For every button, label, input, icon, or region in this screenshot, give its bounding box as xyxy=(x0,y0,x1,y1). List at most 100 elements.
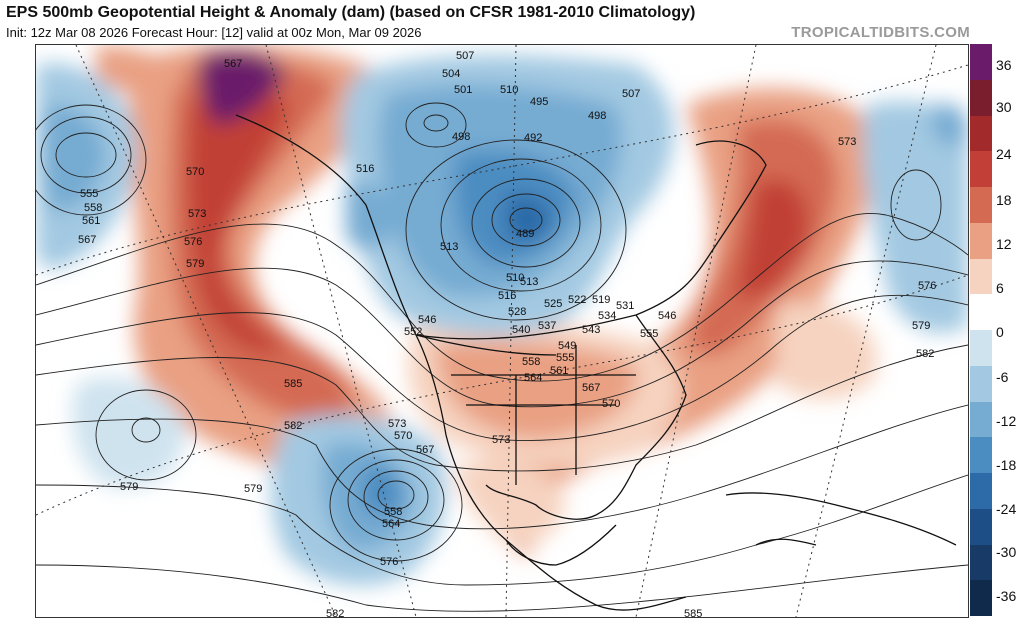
contour-label: 579 xyxy=(244,483,262,495)
colorbar-segment xyxy=(970,330,992,366)
contour-label: 561 xyxy=(82,215,100,227)
contour-label: 558 xyxy=(384,506,402,518)
contour-label: 531 xyxy=(616,300,634,312)
colorbar-segment xyxy=(970,401,992,438)
colorbar-segment xyxy=(970,580,992,616)
contour-label: 567 xyxy=(416,444,434,456)
contour-label: 570 xyxy=(602,398,620,410)
contour-label: 549 xyxy=(558,340,576,352)
colorbar-label: 12 xyxy=(996,236,1012,252)
contour-label: 525 xyxy=(544,298,562,310)
contour-label: 534 xyxy=(598,310,616,322)
colorbar-label: -12 xyxy=(996,413,1017,429)
contour-label: 576 xyxy=(184,236,202,248)
contour-label: 585 xyxy=(684,608,702,617)
latlon-grid xyxy=(36,45,968,617)
colorbar-segment xyxy=(970,44,992,80)
anomaly-map: 567 507 504 501 510 495 498 507 492 498 … xyxy=(35,44,969,618)
colorbar-segment xyxy=(970,79,992,116)
contour-label: 555 xyxy=(80,188,98,200)
contour-label-layer: 567 507 504 501 510 495 498 507 492 498 … xyxy=(78,50,936,617)
colorbar-label: 0 xyxy=(996,324,1004,340)
contour-label: 567 xyxy=(78,234,96,246)
contour-label: 567 xyxy=(224,58,242,70)
colorbar-segment xyxy=(970,115,992,152)
site-credit: TROPICALTIDBITS.COM xyxy=(791,24,970,41)
contour-label: 498 xyxy=(452,131,470,143)
contour-label: 582 xyxy=(326,608,344,617)
colorbar-label: -36 xyxy=(996,588,1017,604)
anomaly-shading xyxy=(36,45,968,586)
contour-label: 513 xyxy=(520,276,538,288)
contour-label: 492 xyxy=(524,132,542,144)
map-title: EPS 500mb Geopotential Height & Anomaly … xyxy=(6,4,696,21)
colorbar-segment xyxy=(970,365,992,402)
contour-label: 489 xyxy=(516,228,534,240)
contour-label: 567 xyxy=(582,382,600,394)
map-canvas: 567 507 504 501 510 495 498 507 492 498 … xyxy=(36,45,968,617)
contour-label: 579 xyxy=(120,481,138,493)
contour-label: 537 xyxy=(538,320,556,332)
contour-label: 579 xyxy=(186,258,204,270)
contour-label: 576 xyxy=(918,280,936,292)
colorbar-segment xyxy=(970,508,992,545)
contour-label: 516 xyxy=(498,290,516,302)
contour-label: 573 xyxy=(188,208,206,220)
contour-label: 498 xyxy=(588,110,606,122)
colorbar-label: 6 xyxy=(996,280,1004,296)
contour-label: 516 xyxy=(356,163,374,175)
map-subtitle: Init: 12z Mar 08 2026 Forecast Hour: [12… xyxy=(6,25,422,40)
colorbar-segment xyxy=(970,473,992,509)
colorbar-segment xyxy=(970,437,992,473)
colorbar-label: 36 xyxy=(996,57,1012,73)
contour-label: 513 xyxy=(440,241,458,253)
contour-label: 564 xyxy=(382,518,400,530)
contour-label: 555 xyxy=(640,328,658,340)
colorbar-label: -18 xyxy=(996,457,1017,473)
contour-label: 558 xyxy=(84,202,102,214)
contour-label: 507 xyxy=(622,88,640,100)
contour-label: 510 xyxy=(506,272,524,284)
colorbar xyxy=(970,44,992,616)
contour-label: 582 xyxy=(284,420,302,432)
contour-label: 528 xyxy=(508,306,526,318)
colorbar-label: 24 xyxy=(996,146,1012,162)
contour-label: 555 xyxy=(556,352,574,364)
contour-label: 507 xyxy=(456,50,474,62)
contour-label: 576 xyxy=(380,556,398,568)
colorbar-label: -6 xyxy=(996,369,1009,385)
colorbar-segment xyxy=(970,151,992,187)
colorbar-segment xyxy=(970,294,992,330)
contour-label: 585 xyxy=(284,378,302,390)
contour-label: 552 xyxy=(404,326,422,338)
contour-label: 522 xyxy=(568,294,586,306)
contour-label: 561 xyxy=(550,365,568,377)
contour-label: 579 xyxy=(912,320,930,332)
contour-label: 570 xyxy=(394,430,412,442)
contour-label: 504 xyxy=(442,68,460,80)
contour-label: 573 xyxy=(492,434,510,446)
contour-label: 573 xyxy=(388,418,406,430)
colorbar-segment xyxy=(970,222,992,259)
colorbar-segment xyxy=(970,544,992,581)
colorbar-segment xyxy=(970,187,992,223)
colorbar-segment xyxy=(970,258,992,295)
colorbar-label: -24 xyxy=(996,501,1017,517)
contour-label: 564 xyxy=(524,372,542,384)
contour-label: 570 xyxy=(186,166,204,178)
coastlines xyxy=(235,114,957,611)
height-contours xyxy=(36,102,968,612)
contour-label: 582 xyxy=(916,348,934,360)
contour-label: 495 xyxy=(530,96,548,108)
colorbar-label: 18 xyxy=(996,192,1012,208)
colorbar-labels: 36 30 24 18 12 6 0 -6 -12 -18 -24 -30 -3… xyxy=(996,44,1024,616)
colorbar-label: 30 xyxy=(996,99,1012,115)
contour-label: 546 xyxy=(418,314,436,326)
contour-label: 558 xyxy=(522,356,540,368)
contour-label: 510 xyxy=(500,84,518,96)
colorbar-label: -30 xyxy=(996,544,1017,560)
contour-label: 543 xyxy=(582,324,600,336)
contour-label: 540 xyxy=(512,324,530,336)
contour-label: 519 xyxy=(592,294,610,306)
contour-label: 573 xyxy=(838,136,856,148)
